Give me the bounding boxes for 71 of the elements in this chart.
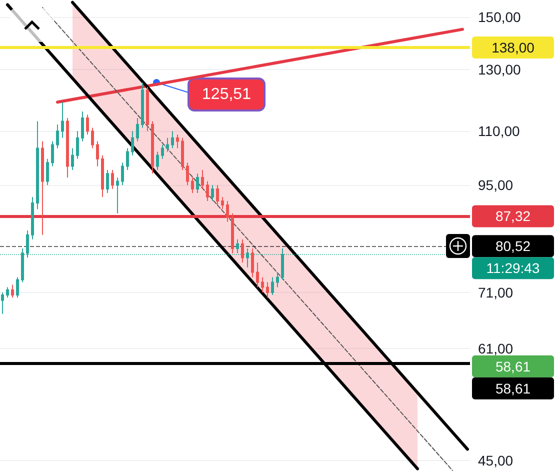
ref-line-label: 80,52 — [495, 238, 531, 254]
y-tick-label: 71,00 — [478, 284, 514, 300]
y-tick-label: 130,00 — [478, 62, 522, 78]
candlestick — [41, 140, 44, 236]
candlestick — [256, 262, 259, 288]
candlestick — [281, 248, 284, 280]
candlestick — [206, 180, 209, 202]
candlestick — [91, 127, 94, 149]
candlestick — [66, 117, 69, 178]
text: 11:29:43 — [486, 260, 540, 276]
candlestick — [1, 292, 4, 314]
candlestick — [76, 130, 79, 160]
candlestick — [141, 82, 144, 128]
candlestick — [266, 282, 269, 298]
candlestick — [186, 162, 189, 186]
text: 58,61 — [495, 358, 531, 374]
ref-line-label: 138,00 — [492, 40, 535, 56]
candlestick — [261, 276, 264, 293]
candlestick — [241, 238, 244, 264]
y-tick-label: 110,00 — [478, 123, 520, 140]
candlestick — [211, 184, 214, 202]
ref-line-label: 58,61 — [495, 380, 531, 396]
candlestick — [101, 154, 104, 198]
y-tick-label: 150,00 — [478, 8, 522, 25]
candlestick — [81, 111, 84, 142]
candlestick — [16, 276, 19, 298]
candlestick — [236, 238, 239, 254]
candlestick — [46, 158, 49, 186]
candlestick — [231, 212, 234, 254]
candlestick — [106, 169, 109, 194]
candlestick — [276, 272, 279, 288]
candlestick — [121, 162, 124, 186]
candlestick — [161, 144, 164, 160]
candlestick — [56, 124, 59, 149]
candlestick — [221, 196, 224, 210]
candlestick — [171, 130, 174, 149]
y-tick-label: 95,00 — [478, 177, 514, 194]
candlestick — [146, 86, 149, 132]
candlestick — [191, 176, 194, 194]
candlestick — [26, 230, 29, 258]
candlestick — [181, 137, 184, 170]
candlestick — [271, 276, 274, 296]
candlestick — [71, 148, 74, 170]
candlestick — [116, 176, 119, 214]
candlestick — [176, 134, 179, 149]
candlestick — [196, 173, 199, 194]
annotation: 125,51 — [202, 86, 252, 103]
candlestick — [61, 102, 64, 138]
candlestick — [31, 196, 34, 240]
candlestick — [226, 200, 229, 222]
y-tick-label: 45,00 — [478, 452, 514, 469]
candlestick — [21, 248, 24, 283]
candlestick — [201, 169, 204, 190]
candlestick — [156, 151, 159, 170]
candlestick — [11, 284, 14, 298]
candlestick — [136, 117, 139, 142]
candlestick — [111, 169, 114, 190]
candlestick — [86, 114, 89, 135]
candlestick — [246, 248, 249, 268]
candlestick — [151, 120, 154, 174]
candlestick — [251, 248, 254, 278]
candlestick — [36, 120, 39, 210]
candlestick — [126, 148, 129, 170]
candlestick — [6, 286, 9, 298]
candlestick — [166, 137, 169, 152]
candlestick — [131, 130, 134, 156]
candlestick — [216, 184, 219, 206]
y-tick-label: 61,00 — [478, 340, 514, 356]
candlestick — [51, 140, 54, 167]
ref-line-label: 87,32 — [495, 208, 531, 224]
candlestick — [96, 140, 99, 167]
